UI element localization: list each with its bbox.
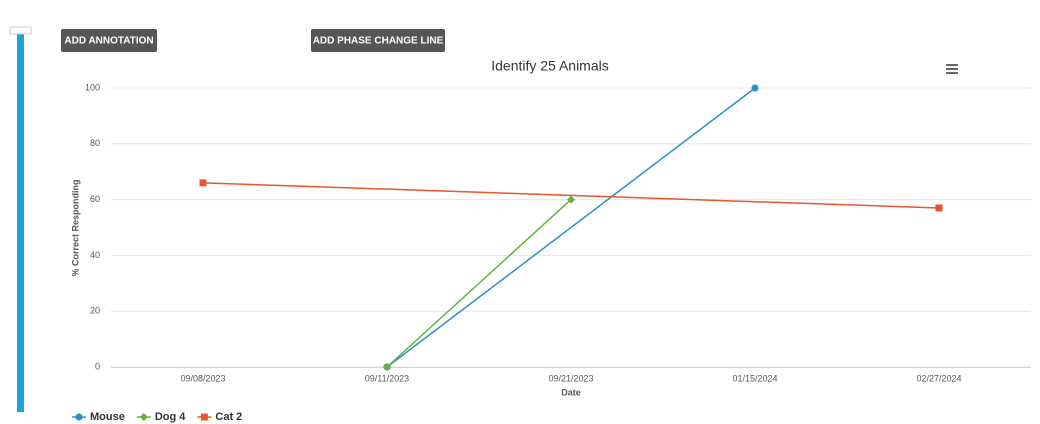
chart-title: Identify 25 Animals xyxy=(491,58,609,74)
side-bar xyxy=(17,32,24,412)
menu-bar xyxy=(946,64,958,66)
y-tick-label: 20 xyxy=(90,306,100,316)
x-tick-label: 02/27/2024 xyxy=(916,373,961,383)
point xyxy=(567,195,575,204)
y-tick-label: 100 xyxy=(85,82,100,92)
legend-symbol xyxy=(75,413,83,421)
button-bg xyxy=(61,29,157,52)
legend-label: Mouse xyxy=(90,411,125,423)
menu-bar xyxy=(946,72,958,74)
x-tick-label: 01/15/2024 xyxy=(732,373,777,383)
y-tick-label: 60 xyxy=(90,194,100,204)
legend-item[interactable]: Mouse xyxy=(72,411,125,423)
legend-item[interactable]: Dog 4 xyxy=(136,411,186,423)
legend-label: Cat 2 xyxy=(215,411,242,423)
x-tick-label: 09/08/2023 xyxy=(180,373,225,383)
button-label: ADD PHASE CHANGE LINE xyxy=(313,36,444,47)
series-line xyxy=(202,182,940,209)
slider-handle[interactable] xyxy=(9,26,32,35)
y-tick-label: 0 xyxy=(95,361,100,371)
button[interactable]: ADD ANNOTATION xyxy=(61,29,157,52)
y-tick-label: 80 xyxy=(90,138,100,148)
x-tick-label: 09/11/2023 xyxy=(365,373,409,383)
y-tick-label: 40 xyxy=(90,250,100,260)
point xyxy=(751,84,759,92)
legend-symbol xyxy=(139,413,148,421)
legend-item[interactable]: Cat 2 xyxy=(197,411,242,423)
point xyxy=(935,204,943,212)
point xyxy=(383,363,391,371)
menu-icon[interactable] xyxy=(946,64,958,74)
menu-bar xyxy=(946,68,958,70)
series-line xyxy=(386,199,572,368)
y-axis-title: % Correct Responding xyxy=(70,179,80,276)
button-label: ADD ANNOTATION xyxy=(64,36,153,47)
point xyxy=(199,179,207,187)
series-line xyxy=(386,87,756,368)
x-tick-label: 09/21/2023 xyxy=(548,373,593,383)
legend-label: Dog 4 xyxy=(155,411,186,423)
button[interactable]: ADD PHASE CHANGE LINE xyxy=(311,29,445,52)
button-bg xyxy=(311,29,445,52)
legend-symbol xyxy=(200,413,208,421)
x-axis-title: Date xyxy=(561,387,581,397)
